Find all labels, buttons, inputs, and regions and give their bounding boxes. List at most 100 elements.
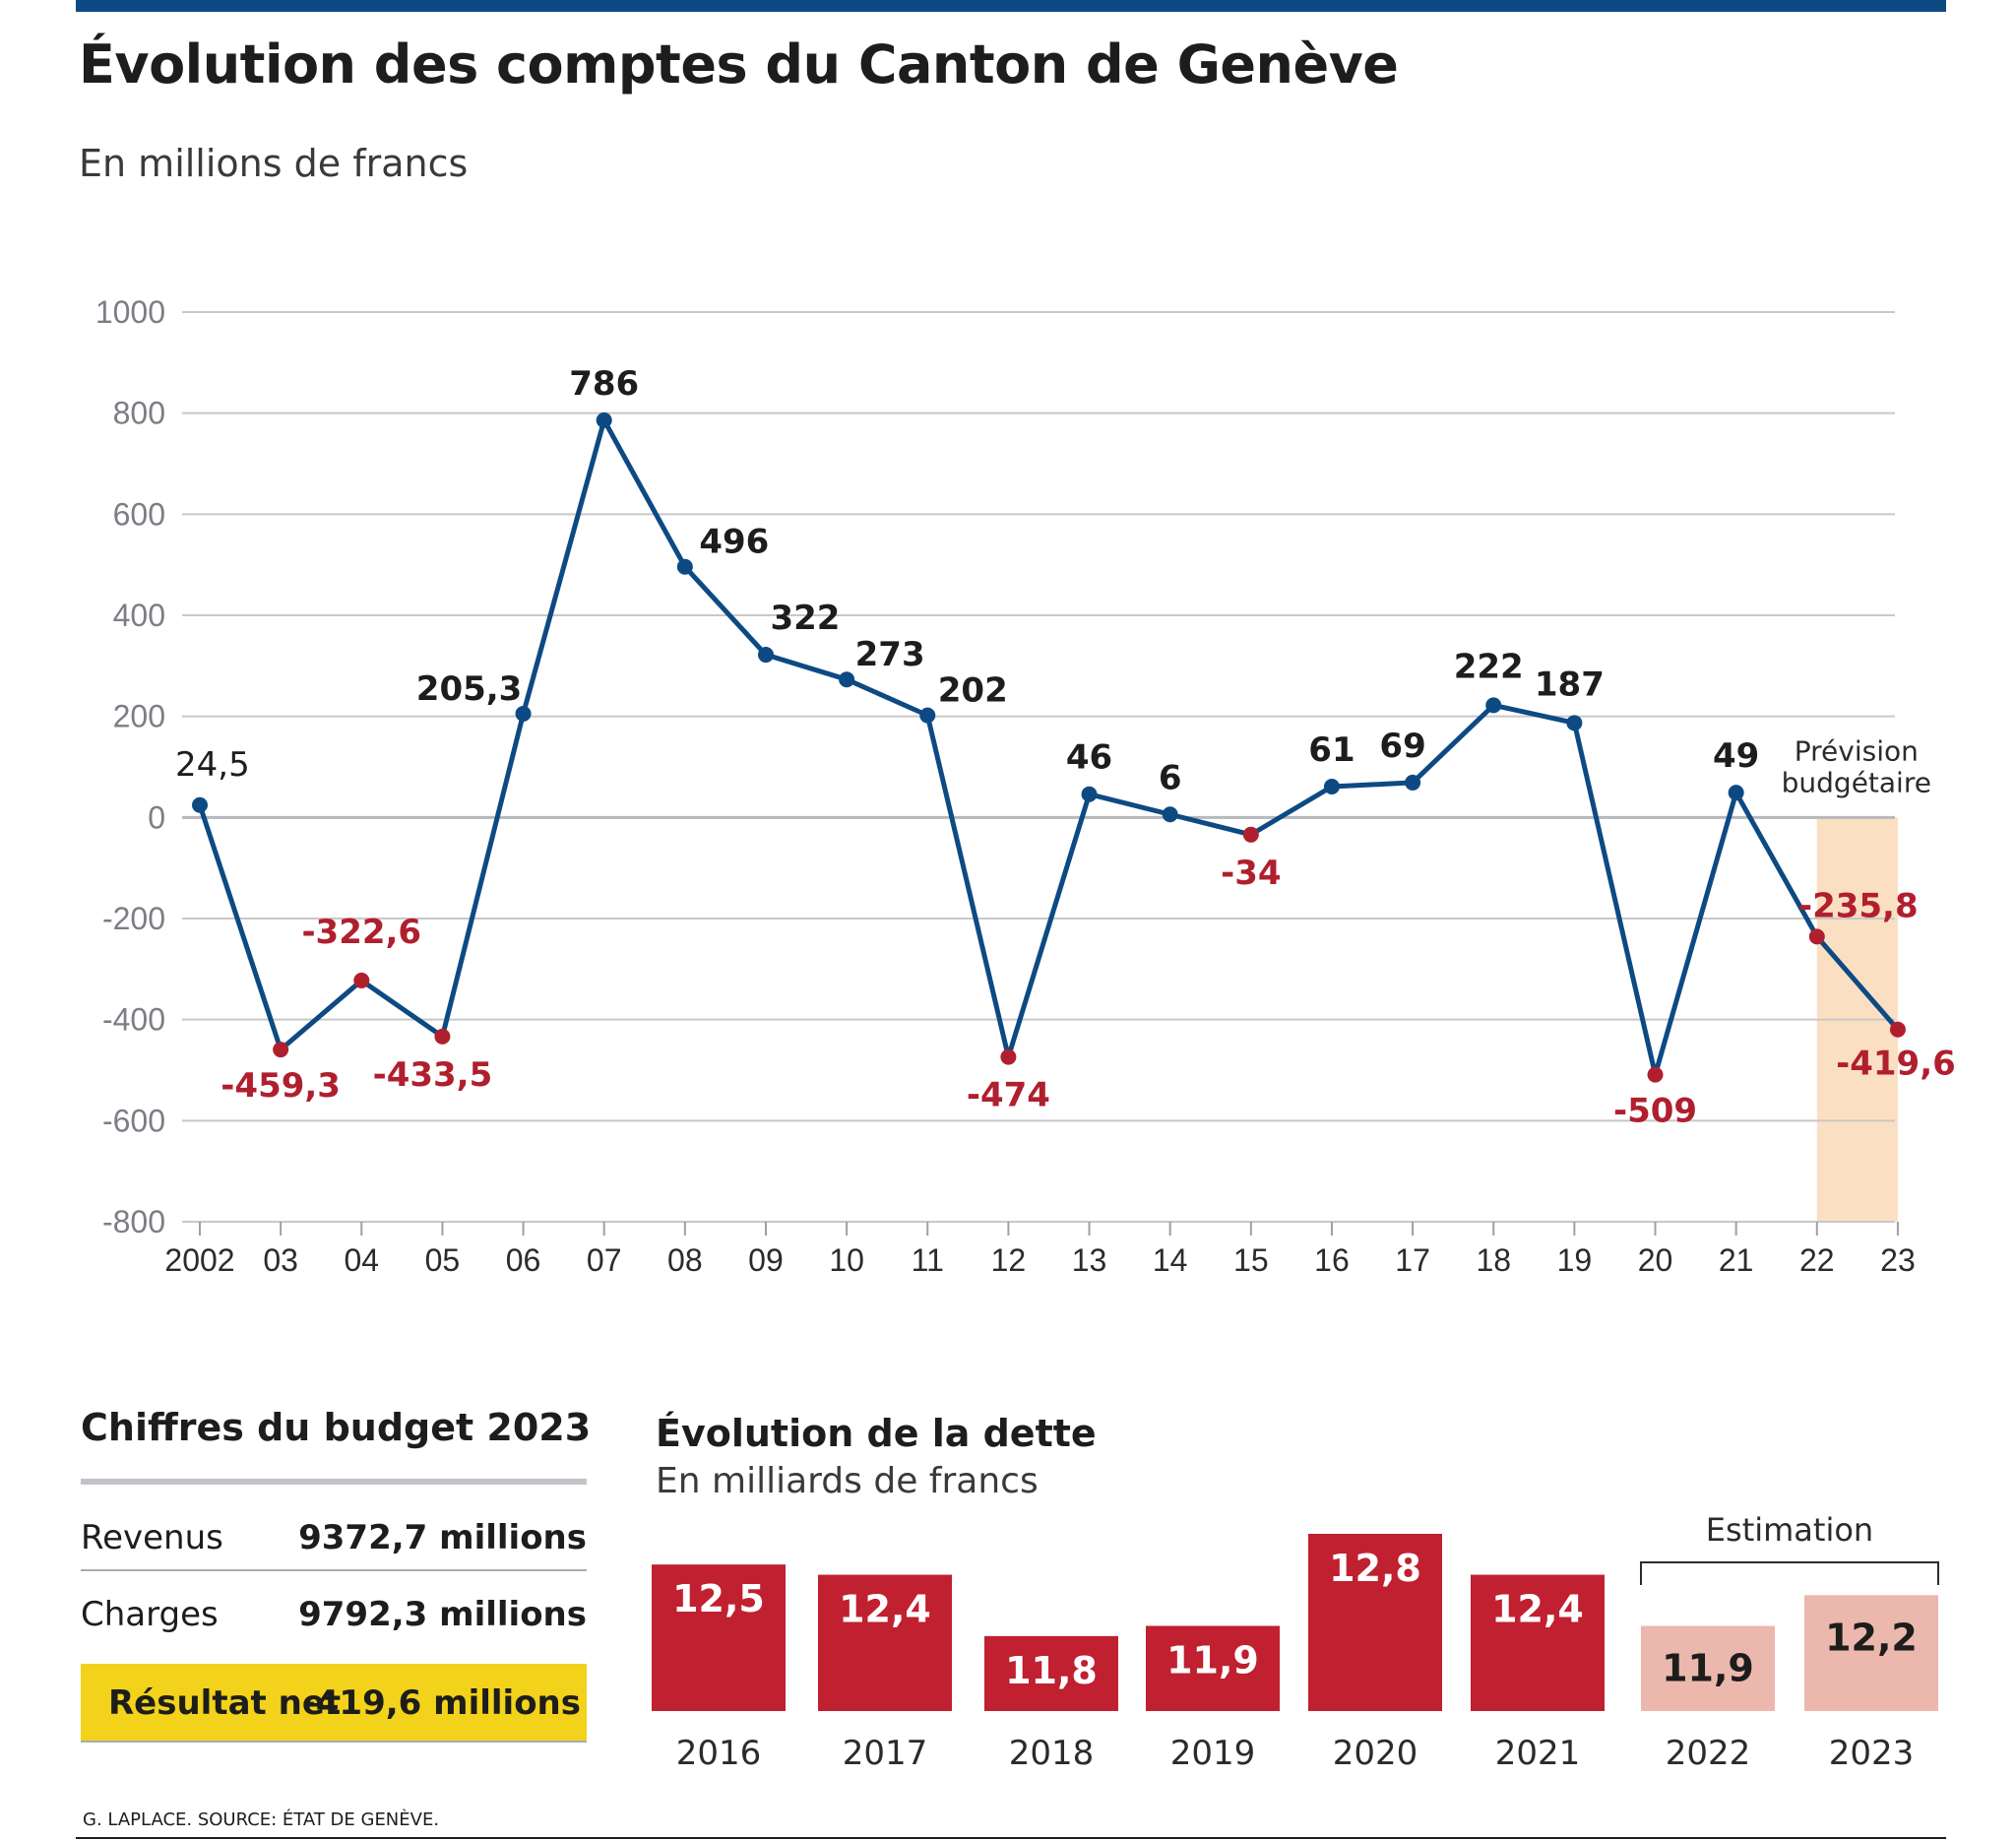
data-point — [192, 797, 208, 813]
debt-chart-subtitle: En milliards de francs — [656, 1461, 1039, 1501]
debt-bar-label: 12,2 — [1825, 1616, 1918, 1659]
data-point — [839, 671, 854, 687]
data-point — [1648, 1067, 1664, 1083]
data-label: 24,5 — [175, 745, 250, 785]
data-point — [1163, 806, 1178, 822]
y-tick-label: 0 — [148, 799, 165, 835]
x-tick-label: 05 — [425, 1242, 461, 1278]
x-tick-label: 06 — [506, 1242, 541, 1278]
budget-title: Chiffres du budget 2023 — [81, 1406, 591, 1449]
estimation-label: Estimation — [1706, 1511, 1873, 1549]
data-label: -459,3 — [220, 1066, 341, 1106]
budget-row-resultat-net: Résultat net -419,6 millions — [81, 1664, 587, 1743]
debt-year-label: 2023 — [1829, 1734, 1915, 1773]
estimation-bracket — [1641, 1562, 1938, 1585]
data-point — [1809, 928, 1825, 944]
x-tick-label: 04 — [344, 1242, 379, 1278]
debt-bar-label: 11,8 — [1005, 1649, 1098, 1692]
budget-row-value: -419,6 millions — [302, 1683, 581, 1723]
data-point — [1405, 775, 1420, 791]
x-tick-label: 18 — [1476, 1242, 1511, 1278]
y-tick-label: 1000 — [95, 294, 165, 330]
data-label: -322,6 — [301, 913, 421, 952]
data-point — [597, 412, 612, 428]
budget-row-label: Revenus — [81, 1518, 223, 1557]
data-label: 222 — [1454, 647, 1524, 686]
budget-row-charges: Charges 9792,3 millions — [81, 1581, 587, 1646]
debt-bar — [818, 1575, 952, 1711]
debt-year-label: 2019 — [1170, 1734, 1256, 1773]
debt-year-label: 2020 — [1333, 1734, 1418, 1773]
data-label: 322 — [770, 599, 840, 638]
debt-bar-label: 11,9 — [1662, 1647, 1754, 1690]
x-tick-label: 20 — [1638, 1242, 1673, 1278]
y-tick-label: -400 — [102, 1002, 165, 1038]
data-label: 46 — [1066, 738, 1112, 778]
debt-year-label: 2017 — [843, 1734, 928, 1773]
x-tick-label: 13 — [1072, 1242, 1107, 1278]
data-point — [1000, 1049, 1016, 1065]
debt-bar-label: 12,8 — [1329, 1547, 1421, 1590]
x-tick-label: 12 — [991, 1242, 1027, 1278]
budget-row-label: Charges — [81, 1595, 219, 1634]
x-tick-label: 15 — [1233, 1242, 1269, 1278]
data-label: -474 — [967, 1076, 1050, 1115]
data-label: 786 — [569, 364, 639, 404]
data-label: 202 — [938, 671, 1008, 711]
data-point — [1566, 715, 1582, 730]
x-tick-label: 14 — [1153, 1242, 1188, 1278]
y-tick-label: 800 — [113, 396, 165, 431]
data-label: 273 — [855, 635, 925, 674]
series-line — [200, 420, 1898, 1075]
data-point — [273, 1042, 288, 1057]
debt-bar-label: 12,4 — [1491, 1588, 1584, 1631]
debt-bar — [984, 1636, 1118, 1711]
data-point — [1729, 785, 1744, 800]
data-point — [353, 973, 369, 988]
data-label: 496 — [699, 523, 769, 562]
x-tick-label: 07 — [587, 1242, 622, 1278]
data-point — [919, 708, 935, 724]
debt-bar — [1471, 1575, 1605, 1711]
x-tick-label: 03 — [263, 1242, 298, 1278]
debt-bar — [652, 1564, 786, 1711]
y-tick-label: 600 — [113, 496, 165, 532]
x-tick-label: 23 — [1880, 1242, 1916, 1278]
debt-chart-title: Évolution de la dette — [656, 1412, 1097, 1455]
data-point — [1485, 697, 1501, 713]
forecast-label-line2: budgétaire — [1782, 766, 1931, 798]
debt-bar — [1641, 1626, 1775, 1712]
x-tick-label: 09 — [748, 1242, 784, 1278]
debt-year-label: 2016 — [676, 1734, 762, 1773]
data-point — [758, 647, 774, 663]
data-label: -419,6 — [1836, 1045, 1956, 1084]
y-tick-label: -800 — [102, 1204, 165, 1239]
budget-row-value: 9372,7 millions — [298, 1518, 587, 1557]
data-point — [677, 559, 693, 575]
data-point — [434, 1029, 450, 1045]
y-tick-label: -200 — [102, 901, 165, 936]
y-tick-label: -600 — [102, 1103, 165, 1138]
debt-bar — [1804, 1595, 1938, 1711]
forecast-label-line1: Prévision — [1795, 734, 1919, 767]
debt-bar-label: 11,9 — [1166, 1639, 1259, 1682]
bottom-rule — [76, 1837, 1946, 1839]
data-point — [1243, 827, 1259, 843]
data-label: 187 — [1535, 665, 1605, 704]
x-tick-label: 19 — [1557, 1242, 1593, 1278]
data-point — [1890, 1022, 1906, 1038]
x-tick-label: 17 — [1395, 1242, 1430, 1278]
x-tick-label: 2002 — [164, 1242, 234, 1278]
data-label: -509 — [1613, 1092, 1697, 1131]
budget-row-value: 9792,3 millions — [298, 1595, 587, 1634]
data-label: -235,8 — [1798, 886, 1919, 925]
debt-bar-label: 12,5 — [672, 1577, 765, 1620]
source-credit: G. LAPLACE. SOURCE: ÉTAT DE GENÈVE. — [83, 1809, 439, 1830]
y-tick-label: 200 — [113, 699, 165, 734]
x-tick-label: 22 — [1799, 1242, 1835, 1278]
data-point — [1324, 779, 1340, 794]
data-label: 205,3 — [416, 669, 523, 709]
x-tick-label: 11 — [912, 1242, 944, 1278]
debt-year-label: 2022 — [1666, 1734, 1751, 1773]
x-tick-label: 10 — [829, 1242, 864, 1278]
